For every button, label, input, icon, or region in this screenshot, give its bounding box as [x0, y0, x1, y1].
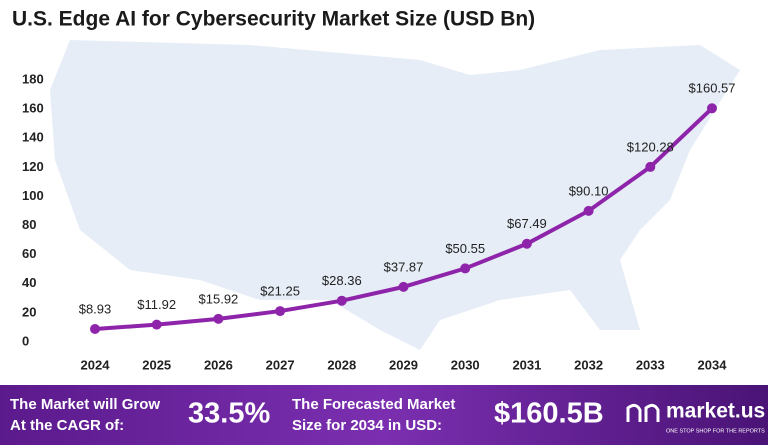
y-tick-label: 120 — [22, 159, 44, 174]
forecast-text: The Forecasted Market — [292, 396, 455, 413]
y-tick-label: 140 — [22, 130, 44, 145]
x-tick-label: 2030 — [451, 357, 480, 372]
x-tick-label: 2034 — [698, 357, 728, 372]
chart-title: U.S. Edge AI for Cybersecurity Market Si… — [12, 8, 535, 31]
map-background — [50, 40, 740, 350]
cagr-text: The Market will Grow — [10, 396, 160, 413]
x-tick-label: 2028 — [327, 357, 356, 372]
tagline: ONE STOP SHOP FOR THE REPORTS — [666, 428, 765, 434]
value-label: $67.49 — [507, 216, 547, 231]
point — [583, 205, 594, 216]
logo-icon — [626, 403, 660, 422]
point — [275, 306, 286, 317]
value-label: $37.87 — [384, 259, 424, 274]
y-tick-label: 0 — [22, 333, 29, 348]
y-tick-label: 60 — [22, 246, 36, 261]
x-tick-label: 2029 — [389, 357, 418, 372]
x-tick-label: 2026 — [204, 357, 233, 372]
logo: market.us — [666, 400, 765, 423]
point — [151, 319, 162, 330]
value-label: $28.36 — [322, 273, 362, 288]
x-tick-label: 2024 — [81, 357, 111, 372]
footer-banner — [0, 385, 768, 445]
point — [707, 103, 717, 114]
point — [460, 263, 471, 274]
point — [90, 324, 100, 335]
cagr-text: At the CAGR of: — [10, 417, 124, 434]
cagr-value: 33.5% — [188, 398, 270, 430]
x-tick-label: 2032 — [574, 357, 603, 372]
value-label: $50.55 — [445, 241, 485, 256]
x-tick-label: 2027 — [266, 357, 295, 372]
value-label: $160.57 — [689, 81, 736, 96]
y-tick-label: 180 — [22, 71, 44, 86]
value-label: $90.10 — [569, 183, 609, 198]
value-label: $21.25 — [260, 284, 300, 299]
y-tick-label: 40 — [22, 275, 36, 290]
value-label: $8.93 — [79, 301, 112, 316]
point — [213, 313, 224, 324]
forecast-text: Size for 2034 in USD: — [292, 417, 442, 434]
y-tick-label: 160 — [22, 101, 44, 116]
x-tick-label: 2031 — [512, 357, 541, 372]
value-label: $11.92 — [137, 297, 176, 312]
point — [645, 161, 656, 172]
value-label: $15.92 — [199, 291, 239, 306]
point — [336, 295, 347, 306]
x-tick-label: 2025 — [142, 357, 171, 372]
y-tick-label: 100 — [22, 188, 44, 203]
y-tick-label: 20 — [22, 304, 36, 319]
point — [521, 238, 532, 249]
point — [398, 281, 409, 292]
forecast-value: $160.5B — [494, 398, 604, 430]
x-tick-label: 2033 — [636, 357, 665, 372]
value-label: $120.28 — [627, 139, 674, 154]
y-tick-label: 80 — [22, 217, 36, 232]
